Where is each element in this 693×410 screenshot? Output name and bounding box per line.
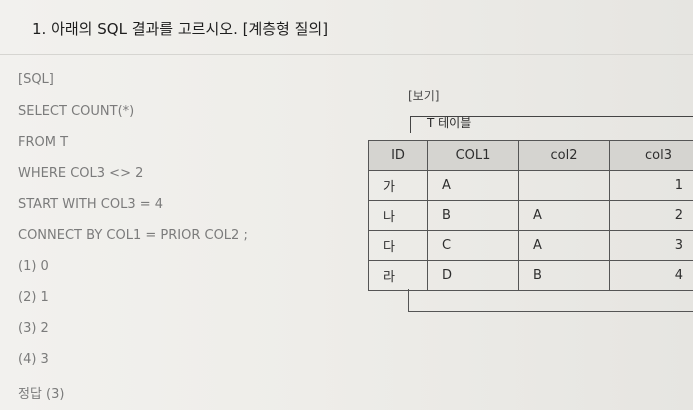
cell-col2 — [518, 170, 610, 201]
option-2: (2) 1 — [18, 290, 49, 305]
cell-col3: 3 — [609, 230, 693, 261]
cell-col1: C — [427, 230, 519, 261]
sql-line-where: WHERE COL3 <> 2 — [18, 166, 144, 181]
t-table: ID COL1 col2 col3 가 A 1 나 B A 2 다 C — [368, 140, 693, 291]
header-col1: COL1 — [427, 140, 519, 171]
header-id: ID — [368, 140, 428, 171]
option-1: (1) 0 — [18, 259, 49, 274]
answer-text: 정답 (3) — [18, 387, 65, 402]
table-header-row: ID COL1 col2 col3 — [368, 140, 693, 171]
cell-col2: A — [518, 230, 610, 261]
table-bottom-bracket — [408, 289, 693, 312]
table-row: 가 A 1 — [368, 170, 693, 201]
table-row: 다 C A 3 — [368, 230, 693, 261]
cell-col1: B — [427, 200, 519, 231]
cell-col3: 2 — [609, 200, 693, 231]
sql-heading: [SQL] — [18, 72, 54, 87]
cell-id: 나 — [368, 200, 428, 231]
header-divider — [0, 54, 693, 55]
sql-line-start-with: START WITH COL3 = 4 — [18, 197, 164, 212]
option-3: (3) 2 — [18, 321, 49, 336]
table-row: 라 D B 4 — [368, 260, 693, 291]
cell-col1: A — [427, 170, 519, 201]
table-row: 나 B A 2 — [368, 200, 693, 231]
cell-col3: 4 — [609, 260, 693, 291]
cell-id: 라 — [368, 260, 428, 291]
question-title: 1. 아래의 SQL 결과를 고르시오. [계층형 질의] — [32, 20, 329, 38]
sql-line-select: SELECT COUNT(*) — [18, 104, 135, 119]
cell-id: 가 — [368, 170, 428, 201]
cell-col3: 1 — [609, 170, 693, 201]
header-col3: col3 — [609, 140, 693, 171]
cell-col2: B — [518, 260, 610, 291]
cell-id: 다 — [368, 230, 428, 261]
sql-line-from: FROM T — [18, 135, 69, 150]
bogi-label: [보기] — [408, 89, 440, 103]
option-4: (4) 3 — [18, 352, 49, 367]
table-caption: T 테이블 — [427, 116, 472, 130]
cell-col1: D — [427, 260, 519, 291]
table-caption-bracket — [410, 116, 693, 133]
header-col2: col2 — [518, 140, 610, 171]
sql-line-connect-by: CONNECT BY COL1 = PRIOR COL2 ; — [18, 228, 248, 243]
cell-col2: A — [518, 200, 610, 231]
